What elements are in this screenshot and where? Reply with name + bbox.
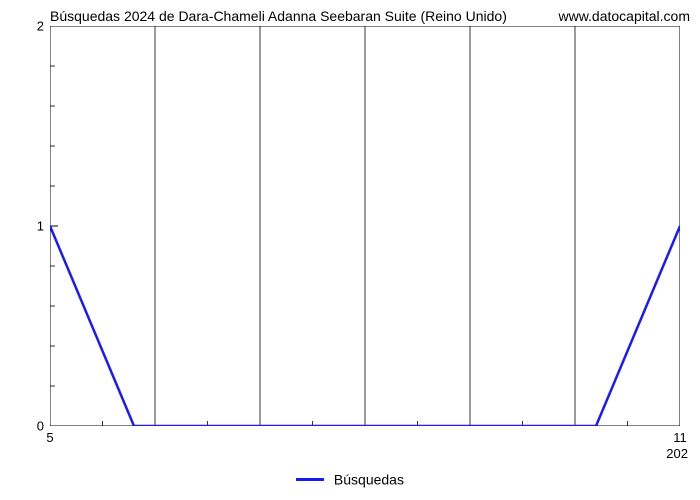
plot-area <box>50 26 680 426</box>
x-tick-label: 5 <box>46 430 53 445</box>
chart-title: Búsquedas 2024 de Dara-Chameli Adanna Se… <box>50 8 507 24</box>
watermark: www.datocapital.com <box>558 8 690 24</box>
chart-svg <box>50 26 680 426</box>
y-tick-label: 0 <box>37 419 44 434</box>
legend-swatch <box>296 478 324 481</box>
x-tick-label: 11 <box>673 430 687 445</box>
y-tick-label: 1 <box>37 219 44 234</box>
chart-container: Búsquedas 2024 de Dara-Chameli Adanna Se… <box>0 0 700 500</box>
legend-label: Búsquedas <box>334 471 404 487</box>
legend: Búsquedas <box>0 470 700 487</box>
y-tick-label: 2 <box>37 19 44 34</box>
x-axis-sublabel: 202 <box>666 446 688 461</box>
